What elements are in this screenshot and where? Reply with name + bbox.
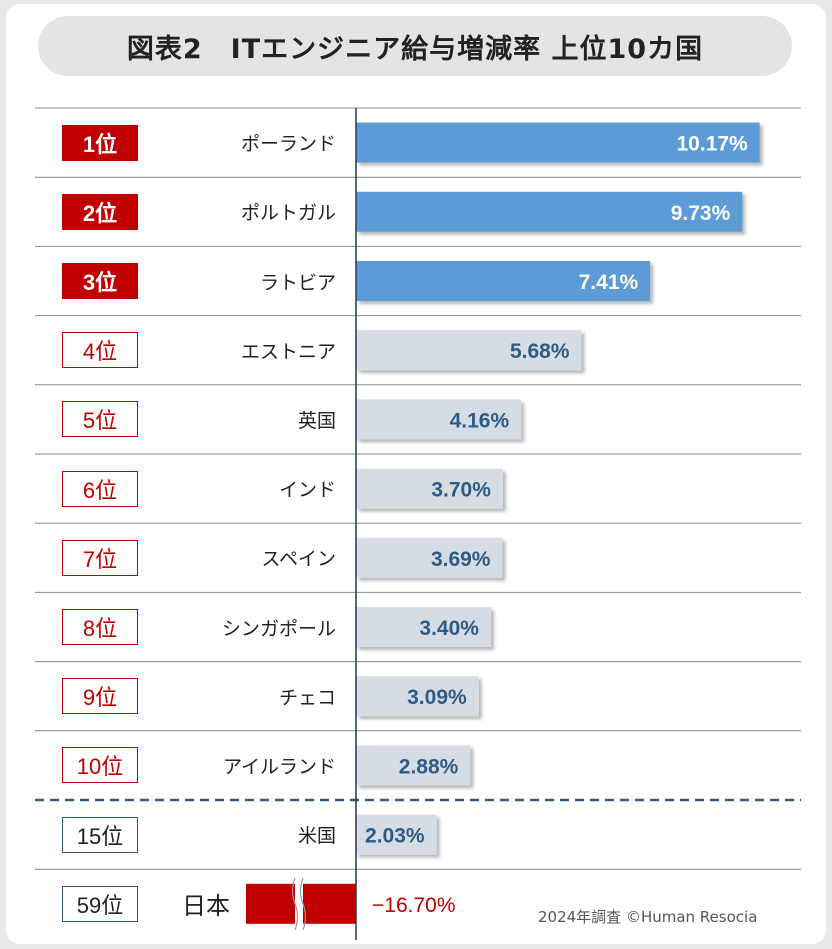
country-label: ラトビア (259, 271, 336, 294)
country-label: スペイン (261, 548, 336, 571)
country-label: エストニア (240, 340, 336, 363)
bar (356, 537, 503, 578)
bar (356, 261, 651, 301)
data-label: 3.70% (431, 479, 491, 502)
country-label: ポルトガル (240, 202, 336, 225)
rank-badge: 6位 (62, 470, 138, 507)
axis-break-gap (295, 877, 303, 930)
rank-badge: 5位 (62, 401, 138, 438)
bar (356, 330, 582, 371)
rank-badge: 4位 (62, 332, 138, 369)
data-label: 5.68% (510, 340, 570, 363)
rank-badge: 59位 (62, 885, 138, 922)
bar (356, 814, 437, 855)
rank-badge: 1位 (62, 124, 138, 161)
country-label: シンガポール (221, 617, 336, 640)
axis-break-mark (299, 877, 307, 931)
data-label: 10.17% (677, 133, 749, 156)
data-label: 2.88% (399, 755, 459, 778)
data-label: 3.69% (431, 548, 491, 571)
country-label: アイルランド (222, 755, 336, 778)
bar (356, 607, 491, 647)
data-label: 4.16% (450, 409, 510, 432)
bar (356, 676, 479, 717)
axis-break-mark (291, 877, 299, 931)
bar (356, 745, 471, 786)
country-label: インド (278, 479, 336, 502)
title-banner: 図表2 ITエンジニア給与増減率 上位10カ国 (38, 16, 792, 76)
data-label: 2.03% (365, 825, 425, 848)
bar (356, 191, 743, 232)
country-label: ポーランド (240, 133, 336, 156)
country-label: 米国 (297, 825, 336, 848)
country-label: 英国 (297, 409, 336, 432)
rank-badge: 15位 (62, 816, 138, 853)
data-label: 3.09% (407, 686, 467, 709)
source-note: 2024年調査 ©Human Resocia (538, 908, 758, 926)
rank-badge: 2位 (62, 193, 138, 230)
rank-badge: 9位 (62, 678, 138, 715)
data-label: 3.40% (419, 617, 479, 640)
data-label: 7.41% (579, 271, 639, 294)
bar (356, 122, 760, 163)
country-label: 日本 (182, 892, 230, 921)
chart-title: 図表2 ITエンジニア給与増減率 上位10カ国 (126, 33, 704, 65)
rank-badge: 8位 (62, 609, 138, 645)
bar (356, 399, 522, 440)
country-label: チェコ (278, 686, 336, 709)
bar (356, 468, 503, 509)
data-label: −16.70% (372, 894, 456, 917)
rank-badge: 7位 (62, 539, 138, 576)
rank-badge: 10位 (62, 747, 138, 784)
rank-badge: 3位 (62, 263, 138, 299)
data-label: 9.73% (671, 202, 731, 225)
